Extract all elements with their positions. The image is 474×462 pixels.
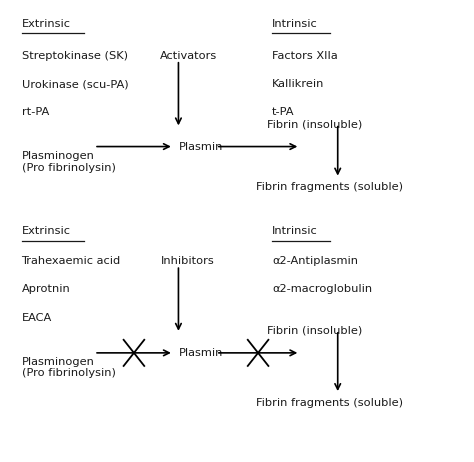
- Text: Urokinase (scu-PA): Urokinase (scu-PA): [21, 79, 128, 89]
- Text: Fibrin fragments (soluble): Fibrin fragments (soluble): [256, 182, 403, 192]
- Text: Extrinsic: Extrinsic: [21, 19, 71, 29]
- Text: Inhibitors: Inhibitors: [161, 256, 215, 266]
- Text: Plasmin: Plasmin: [178, 141, 223, 152]
- Text: Fibrin (insoluble): Fibrin (insoluble): [267, 326, 363, 335]
- Text: Intrinsic: Intrinsic: [272, 19, 318, 29]
- Text: Plasminogen
(Pro fibrinolysin): Plasminogen (Pro fibrinolysin): [21, 151, 115, 173]
- Text: rt-PA: rt-PA: [21, 107, 49, 117]
- Text: Plasminogen
(Pro fibrinolysin): Plasminogen (Pro fibrinolysin): [21, 357, 115, 378]
- Text: Plasmin: Plasmin: [178, 348, 223, 358]
- Text: Kallikrein: Kallikrein: [272, 79, 325, 89]
- Text: Factors XIIa: Factors XIIa: [272, 51, 338, 61]
- Text: Aprotnin: Aprotnin: [21, 285, 70, 294]
- Text: Fibrin (insoluble): Fibrin (insoluble): [267, 119, 363, 129]
- Text: Streptokinase (SK): Streptokinase (SK): [21, 51, 128, 61]
- Text: Trahexaemic acid: Trahexaemic acid: [21, 256, 121, 266]
- Text: EACA: EACA: [21, 313, 52, 322]
- Text: Activators: Activators: [160, 51, 217, 61]
- Text: t-PA: t-PA: [272, 107, 295, 117]
- Text: Fibrin fragments (soluble): Fibrin fragments (soluble): [256, 398, 403, 407]
- Text: Intrinsic: Intrinsic: [272, 226, 318, 237]
- Text: α2-macroglobulin: α2-macroglobulin: [272, 285, 372, 294]
- Text: Extrinsic: Extrinsic: [21, 226, 71, 237]
- Text: α2-Antiplasmin: α2-Antiplasmin: [272, 256, 358, 266]
